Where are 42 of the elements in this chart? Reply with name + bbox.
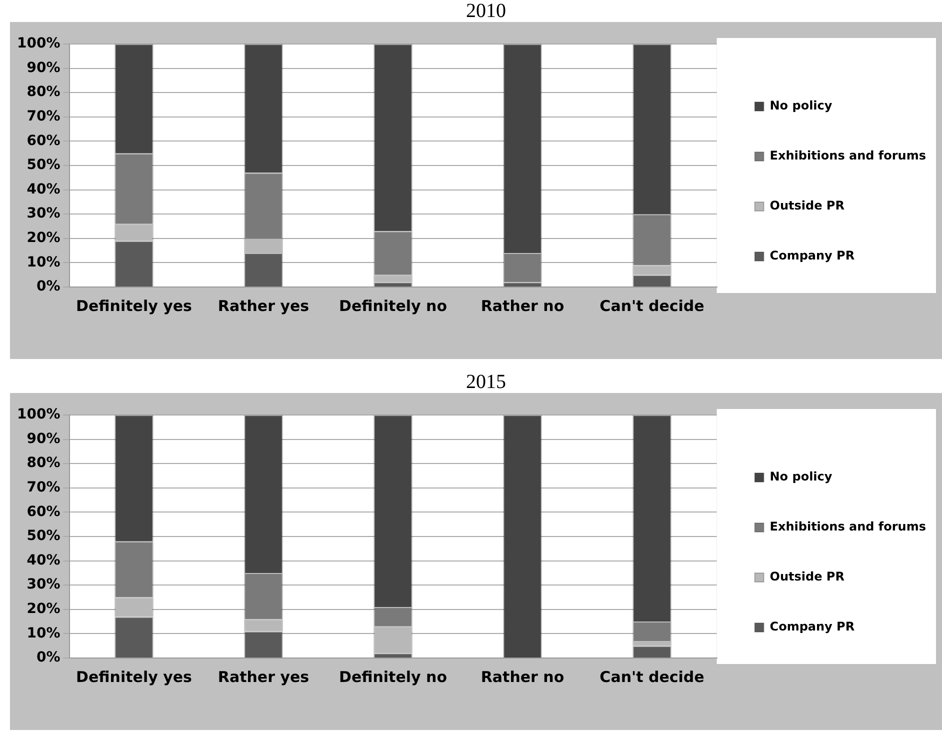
x-tick-label: Rather yes — [218, 668, 310, 686]
y-tick-label: 70% — [26, 108, 60, 125]
x-tick-label: Can't decide — [600, 296, 704, 315]
legend-label: Company PR — [770, 248, 855, 263]
x-tick-label: Rather yes — [218, 296, 310, 315]
y-tick-label: 100% — [16, 406, 60, 423]
legend-label: Outside PR — [770, 198, 844, 213]
y-tick-label: 10% — [26, 625, 60, 642]
x-tick-label: Rather no — [480, 296, 564, 315]
x-tick-label: Definitely no — [338, 296, 448, 315]
legend-label: Company PR — [770, 620, 855, 634]
y-tick-label: 40% — [26, 181, 60, 198]
x-tick-label: Rather no — [480, 668, 564, 686]
y-tick-label: 20% — [26, 601, 60, 618]
y-tick-label: 20% — [26, 230, 60, 246]
x-tick-label: Can't decide — [600, 668, 704, 686]
y-tick-label: 50% — [26, 528, 60, 544]
legend-label: Exhibitions and forums — [770, 520, 926, 534]
y-tick-label: 10% — [26, 254, 60, 270]
y-tick-label: 70% — [26, 480, 60, 496]
y-tick-label: 60% — [26, 504, 60, 520]
chart-title: 2010 — [465, 0, 507, 22]
chart-title: 2015 — [465, 371, 507, 393]
y-tick-label: 100% — [16, 36, 60, 52]
legend-label: Exhibitions and forums — [770, 148, 926, 163]
x-tick-label: Definitely no — [338, 668, 448, 686]
legend-label: Outside PR — [770, 570, 844, 584]
y-tick-label: 30% — [26, 206, 60, 222]
y-tick-label: 0% — [36, 650, 60, 666]
x-tick-label: Definitely yes — [76, 668, 192, 686]
y-tick-label: 80% — [26, 455, 60, 472]
y-tick-label: 40% — [26, 552, 60, 568]
y-tick-label: 0% — [36, 278, 60, 295]
legend-label: No policy — [770, 470, 832, 484]
y-tick-label: 60% — [26, 132, 60, 149]
y-tick-label: 90% — [26, 60, 60, 76]
y-tick-label: 80% — [26, 84, 60, 100]
x-tick-label: Definitely yes — [76, 296, 192, 315]
legend-label: No policy — [770, 98, 832, 113]
y-tick-label: 50% — [26, 157, 60, 174]
y-tick-label: 90% — [26, 430, 60, 447]
y-tick-label: 30% — [26, 576, 60, 593]
